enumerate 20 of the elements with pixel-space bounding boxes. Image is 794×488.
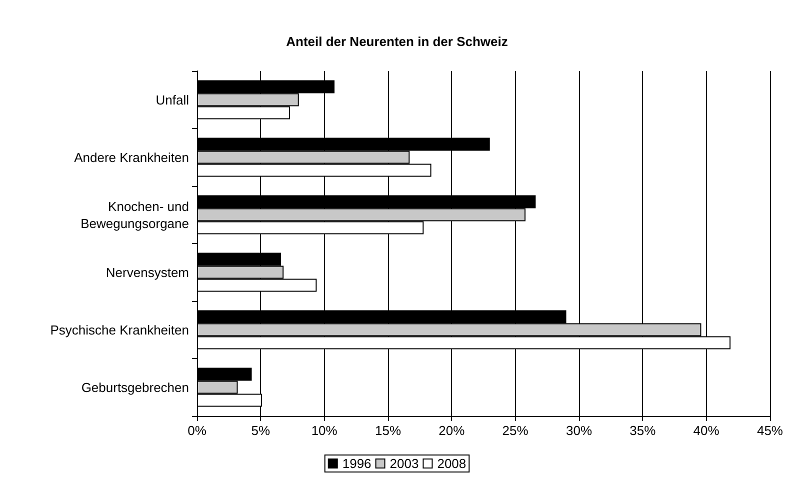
y-tick-label: Geburtsgebrechen [81,380,189,395]
y-tick-label: Andere Krankheiten [74,150,189,165]
legend-label: 1996 [342,456,372,471]
x-tick-label: 35% [630,423,656,438]
x-tick-label: 10% [311,423,338,438]
x-tick-label: 0% [188,423,207,438]
x-tick-label: 45% [756,423,784,438]
x-tick-label: 15% [374,423,402,438]
legend-label: 2003 [390,456,419,471]
y-tick-label: Psychische Krankheiten [50,322,189,338]
y-tick-label: Nervensystem [106,264,189,280]
x-tick-label: 20% [438,423,466,438]
chart-title: Anteil der Neurenten in der Schweiz [286,34,508,49]
x-tick-label: 30% [566,423,592,438]
x-tick-label: 5% [251,423,270,438]
y-tick-label: Unfall [156,92,190,108]
x-tick-label: 25% [502,423,529,438]
y-tick-label: Knochen- und Bewegungsorgane [80,198,189,231]
legend-label: 2008 [437,456,466,471]
x-tick-label: 40% [693,423,720,438]
